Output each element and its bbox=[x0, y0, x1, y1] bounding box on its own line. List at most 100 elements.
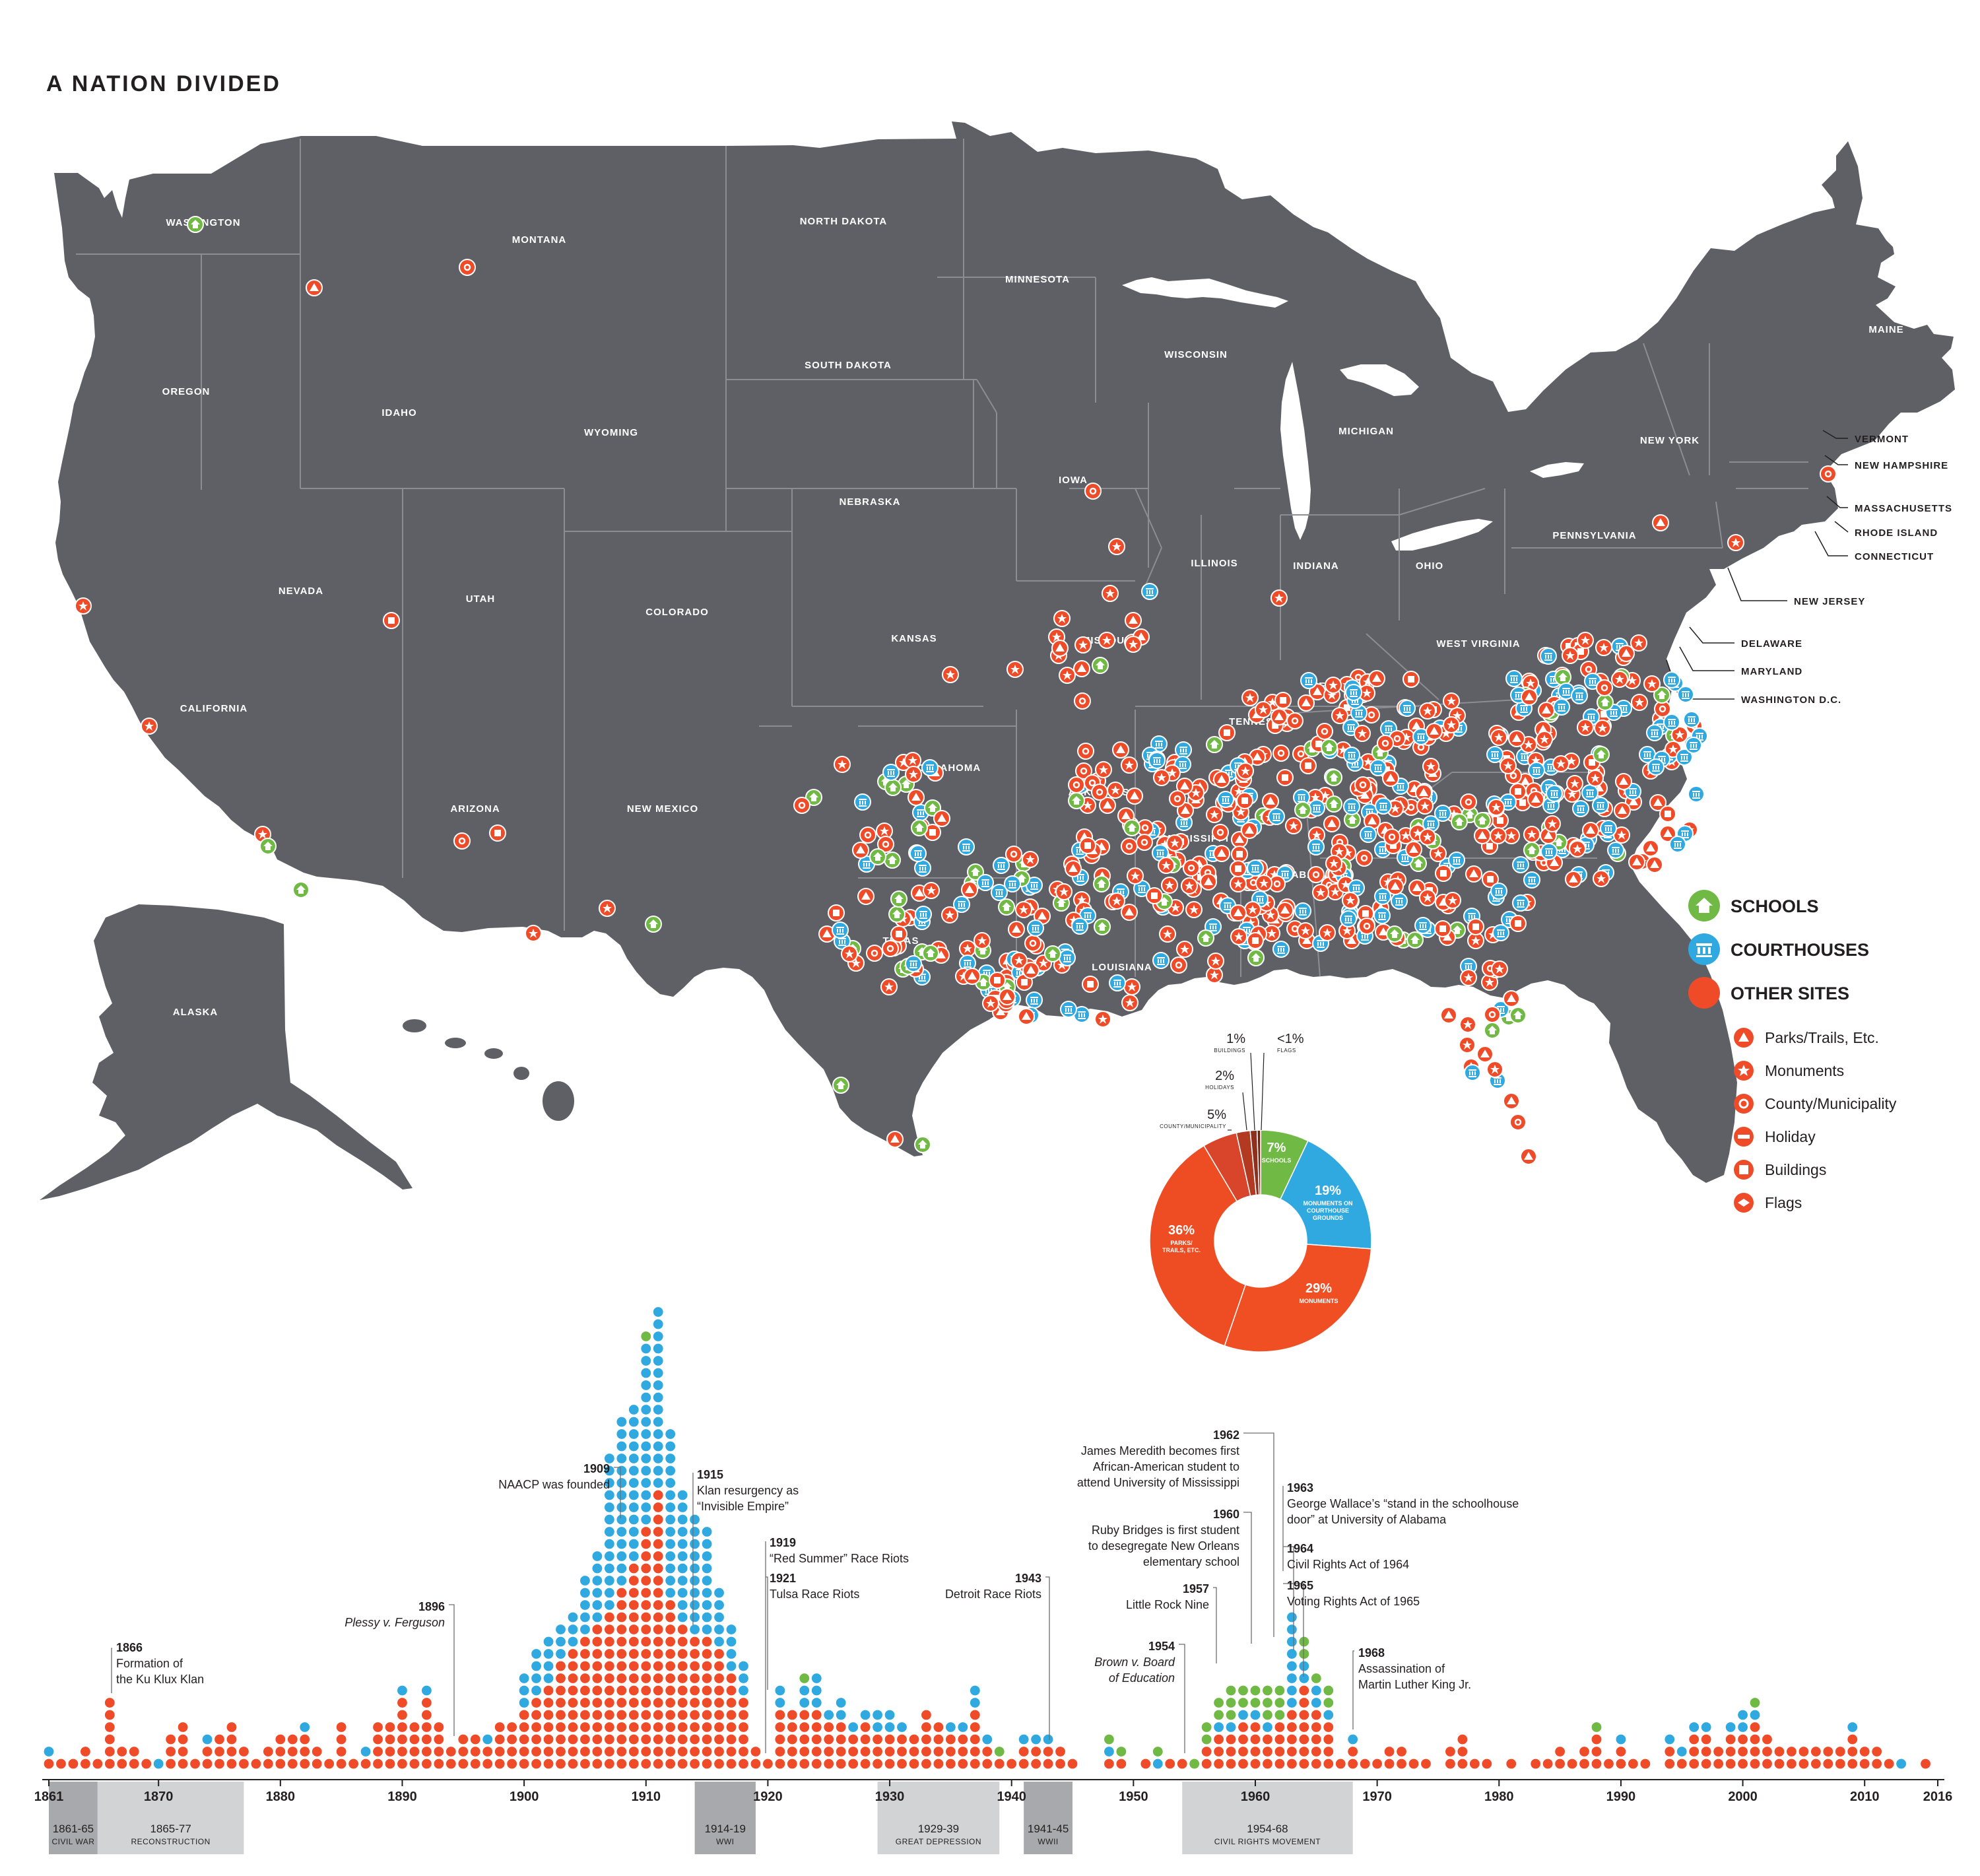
courthouse-icon bbox=[997, 862, 1005, 870]
triangle-icon bbox=[861, 892, 871, 900]
timeline-tick-label: 1940 bbox=[997, 1790, 1026, 1804]
courthouse-marker bbox=[1581, 784, 1599, 801]
site-marker bbox=[1068, 776, 1085, 793]
timeline-dot-other-sites bbox=[970, 1710, 980, 1720]
state-label-california: CALIFORNIA bbox=[180, 703, 248, 714]
event-text: attend University of Mississippi bbox=[1077, 1476, 1239, 1489]
site-marker bbox=[1231, 846, 1248, 863]
timeline-dot-courthouses bbox=[592, 1576, 603, 1586]
school-marker bbox=[1593, 746, 1610, 763]
courthouse-icon bbox=[1379, 803, 1387, 811]
timeline-dot-other-sites bbox=[592, 1661, 603, 1671]
timeline-dot-schools bbox=[1263, 1685, 1272, 1696]
timeline-dot-courthouses bbox=[1616, 1734, 1626, 1745]
schoolhouse-icon bbox=[1097, 879, 1106, 888]
courthouse-icon bbox=[1008, 881, 1016, 888]
site-marker bbox=[1544, 815, 1561, 832]
courthouse-marker bbox=[1505, 670, 1523, 687]
courthouse-icon bbox=[1668, 677, 1676, 685]
schoolhouse-icon bbox=[888, 855, 897, 864]
timeline-dot-other-sites bbox=[1274, 1759, 1285, 1769]
timeline-dot-courthouses bbox=[653, 1331, 663, 1341]
site-marker bbox=[1207, 953, 1224, 970]
timeline-dot-other-sites bbox=[1835, 1759, 1845, 1769]
triangle-icon bbox=[1003, 992, 1012, 1000]
triangle-icon bbox=[1478, 831, 1487, 839]
timeline-dot-other-sites bbox=[166, 1734, 176, 1745]
courthouse-marker bbox=[905, 955, 922, 972]
timeline-dot-courthouses bbox=[628, 1490, 639, 1500]
courthouse-icon bbox=[1439, 810, 1447, 818]
timeline-dot-courthouses bbox=[1263, 1722, 1272, 1732]
timeline-dot-courthouses bbox=[799, 1698, 810, 1708]
courthouse-icon bbox=[1544, 653, 1552, 661]
timeline-dot-courthouses bbox=[580, 1625, 590, 1634]
timeline-dot-other-sites bbox=[665, 1636, 676, 1647]
timeline-dot-other-sites bbox=[556, 1685, 566, 1696]
timeline-dot-courthouses bbox=[690, 1527, 700, 1537]
site-marker bbox=[1491, 960, 1508, 978]
timeline-dot-courthouses bbox=[836, 1698, 846, 1708]
courthouse-icon bbox=[1209, 923, 1217, 931]
courthouse-icon bbox=[1545, 848, 1553, 856]
timeline-dot-other-sites bbox=[1847, 1759, 1858, 1769]
star-icon bbox=[1259, 705, 1268, 714]
schoolhouse-icon bbox=[888, 783, 898, 791]
timeline-dot-other-sites bbox=[628, 1588, 639, 1598]
timeline-dot-other-sites bbox=[1274, 1722, 1285, 1732]
event-year: 1921 bbox=[770, 1572, 796, 1585]
era-range-label: 1914-19 bbox=[705, 1823, 746, 1835]
star-icon bbox=[1289, 821, 1298, 830]
site-marker bbox=[1419, 889, 1436, 906]
timeline-dot-other-sites bbox=[714, 1747, 724, 1757]
courthouse-marker bbox=[991, 884, 1008, 901]
triangle-icon bbox=[1368, 817, 1377, 824]
site-marker bbox=[1213, 845, 1230, 862]
triangle-icon bbox=[1618, 806, 1627, 814]
site-marker bbox=[1309, 683, 1326, 700]
site-marker bbox=[1509, 915, 1527, 932]
star-icon bbox=[1245, 693, 1255, 702]
timeline-dot-courthouses bbox=[604, 1478, 614, 1488]
timeline-dot-other-sites bbox=[897, 1747, 907, 1757]
star-icon bbox=[1274, 593, 1284, 603]
timeline-dot-other-sites bbox=[336, 1734, 346, 1745]
site-marker bbox=[1659, 825, 1676, 842]
timeline-dot-other-sites bbox=[787, 1759, 797, 1769]
ring-icon bbox=[1368, 711, 1375, 719]
courthouse-icon bbox=[1682, 691, 1690, 699]
star-icon bbox=[1098, 1015, 1107, 1024]
timeline-dot-other-sites bbox=[641, 1636, 651, 1647]
timeline-dot-other-sites bbox=[1286, 1747, 1297, 1757]
timeline-dot-other-sites bbox=[397, 1747, 407, 1757]
timeline-dot-other-sites bbox=[641, 1747, 651, 1757]
timeline-dot-other-sites bbox=[1323, 1759, 1334, 1769]
callout-leader bbox=[1814, 531, 1848, 556]
square-icon bbox=[1739, 1165, 1748, 1174]
timeline-dot-other-sites bbox=[373, 1747, 383, 1757]
timeline-dot-other-sites bbox=[287, 1747, 298, 1757]
site-marker bbox=[1236, 792, 1253, 809]
site-marker bbox=[859, 826, 876, 844]
courthouse-icon bbox=[1550, 790, 1558, 798]
schoolhouse-icon bbox=[873, 852, 882, 861]
timeline-dot-other-sites bbox=[1263, 1759, 1272, 1769]
school-marker bbox=[1247, 949, 1265, 966]
timeline-dot-courthouses bbox=[543, 1673, 554, 1683]
site-marker bbox=[599, 900, 616, 917]
school-marker bbox=[884, 852, 901, 869]
site-marker bbox=[1325, 677, 1342, 694]
star-icon bbox=[1266, 910, 1275, 920]
timeline-dot-courthouses bbox=[628, 1417, 639, 1427]
star-icon bbox=[1494, 831, 1503, 840]
site-marker bbox=[1419, 702, 1436, 720]
state-label-arizona: ARIZONA bbox=[450, 803, 500, 815]
timeline-dot-other-sites bbox=[580, 1759, 590, 1769]
site-marker bbox=[964, 968, 981, 985]
timeline-dot-other-sites bbox=[1738, 1759, 1748, 1769]
state-label-alaska: ALASKA bbox=[173, 1007, 218, 1018]
timeline-dot-courthouses bbox=[568, 1625, 578, 1634]
schoolhouse-icon bbox=[978, 946, 987, 955]
timeline-dot-courthouses bbox=[616, 1563, 627, 1574]
courthouse-icon bbox=[1347, 724, 1355, 732]
